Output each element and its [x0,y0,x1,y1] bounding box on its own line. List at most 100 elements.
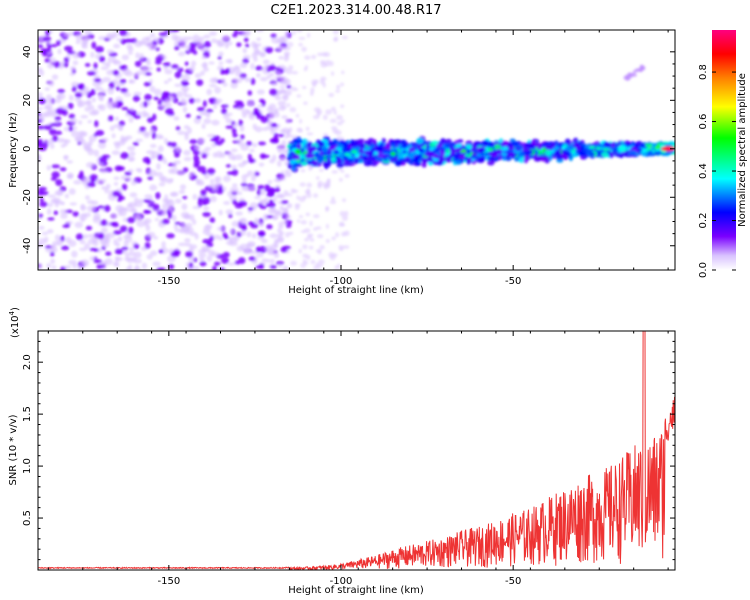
heatmap-cell [51,164,61,169]
heatmap-cell [214,99,221,106]
heatmap-cell [179,44,188,49]
heatmap-cell [83,234,88,239]
heatmap-cell [101,89,107,94]
heatmap-cell [306,132,314,136]
heatmap-cell [358,157,363,162]
heatmap-cell [247,221,255,226]
heatmap-cell [344,173,350,178]
y-tick-label: 2.0 [22,354,33,370]
heatmap-cell [264,197,269,204]
y-tick-label: 40 [22,45,33,58]
heatmap-cell [116,100,124,107]
heatmap-cell [161,210,167,217]
heatmap-cell [121,54,130,61]
heatmap-cell [60,212,68,220]
heatmap-cell [326,150,333,155]
heatmap-cell [284,31,289,37]
heatmap-cell [382,148,391,154]
heatmap-cell [202,201,208,206]
heatmap-cell [185,113,191,118]
heatmap-cell [218,61,224,65]
heatmap-cell [256,89,265,95]
heatmap-cell [341,35,349,40]
heatmap-cell [120,135,125,143]
heatmap-cell [268,247,277,256]
heatmap-cell [38,141,45,148]
heatmap-cell [234,154,243,161]
heatmap-cell [370,162,378,167]
heatmap-cell [38,186,47,191]
heatmap-cell [316,146,323,152]
heatmap-cell [174,71,182,79]
heatmap-cell [188,262,194,268]
heatmap-cell [270,128,275,135]
heatmap-cell [299,128,303,133]
heatmap-cell [46,262,52,269]
heatmap-cell [63,265,72,270]
heatmap-cell [335,232,340,238]
heatmap-cell [203,34,211,39]
heatmap-cell [206,241,214,248]
bottom-axes: 0.5 1.0 1.5 2.0 -150 -100 -50 [22,331,675,587]
heatmap-cell [340,169,345,173]
heatmap-cell [408,147,415,152]
top-y-axis-label: Frequency (Hz) [8,112,19,188]
heatmap-cell [338,223,346,227]
heatmap-cell [261,154,270,159]
heatmap-cell [394,139,402,145]
heatmap-cell [280,220,288,226]
heatmap-cell [275,261,285,265]
heatmap-cell [223,175,231,183]
x-tick-label: -50 [505,576,521,587]
heatmap-cell [444,142,451,148]
heatmap-cell [336,121,343,126]
heatmap-cell [178,189,186,194]
heatmap-cell [300,220,308,225]
heatmap-cell [39,197,44,203]
heatmap-cell [260,76,268,82]
heatmap-cell [98,156,108,163]
heatmap-cell [200,189,207,197]
heatmap-cell [189,139,198,144]
heatmap-cell [354,153,360,159]
heatmap-cell [161,241,166,249]
heatmap-cell [269,233,278,239]
heatmap-cell [203,67,210,72]
heatmap-cell [83,86,90,93]
heatmap-cell [637,148,643,152]
heatmap-cell [216,226,225,231]
heatmap-cell [286,249,290,254]
heatmap-cell [585,148,593,153]
heatmap-cell [63,155,68,161]
heatmap-cell [189,244,198,250]
heatmap-cell [266,259,271,263]
heatmap-cell [285,118,290,124]
heatmap-cell [62,224,70,228]
heatmap-cell [511,141,519,147]
heatmap-cell [91,41,97,49]
heatmap-cell [209,195,217,203]
heatmap-cell [280,246,288,253]
spectrogram-panel: -40 -20 0 20 40 -150 -100 -50 Height of straigh… [8,29,676,296]
colorbar-gradient [712,30,736,270]
heatmap-cell [156,267,166,270]
heatmap-cell [70,118,78,124]
heatmap-cell [523,158,528,164]
heatmap-cell [82,262,89,267]
heatmap-cell [478,148,487,153]
heatmap-cell [214,86,221,94]
heatmap-cell [317,180,324,187]
heatmap-cell [163,91,171,96]
heatmap-cell [335,140,341,145]
heatmap-cell [613,145,619,152]
heatmap-cell [98,141,107,149]
heatmap-cell [280,175,287,181]
heatmap-cell [79,247,87,252]
heatmap-cell [252,56,258,62]
heatmap-cell [338,177,343,182]
heatmap-cell [232,183,238,187]
heatmap-cell [89,256,96,261]
colorbar-tick-label: 0.8 [698,64,709,80]
heatmap-cell [319,60,326,65]
heatmap-cell [235,211,243,216]
